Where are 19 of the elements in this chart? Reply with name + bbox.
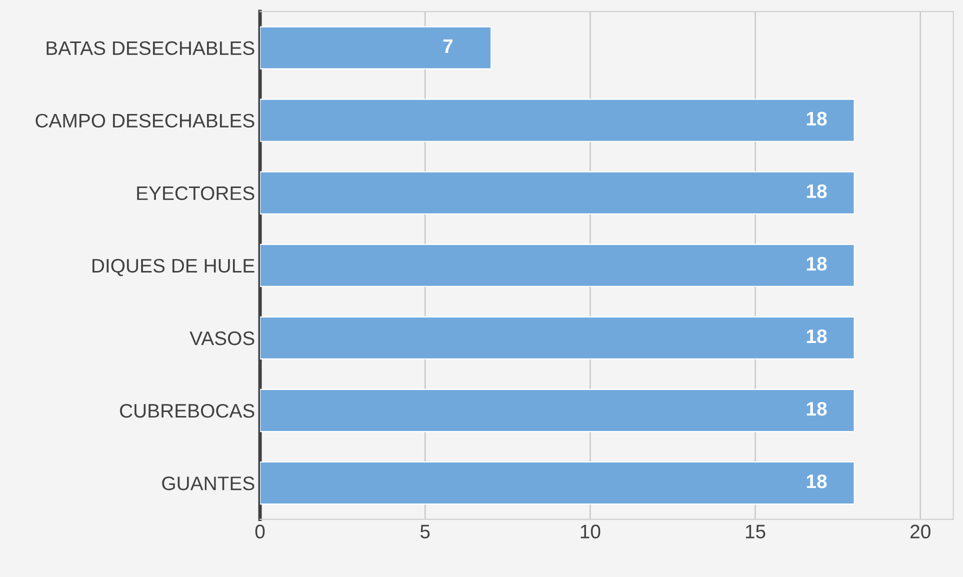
data-label: 18 <box>806 256 827 271</box>
y-tick-label: BATAS DESECHABLES <box>46 41 254 56</box>
data-label: 7 <box>443 39 452 53</box>
data-label: 18 <box>806 329 827 344</box>
y-tick-label: EYECTORES <box>137 186 254 200</box>
y-tick-label: GUANTES <box>162 476 254 490</box>
x-tick-label: 0 <box>255 524 265 538</box>
x-tick-label: 20 <box>910 524 930 538</box>
y-tick-label: CUBREBOCAS <box>120 404 254 418</box>
y-tick-label: CAMPO DESECHABLES <box>36 114 254 128</box>
x-tick-label: 10 <box>580 524 600 538</box>
data-label: 18 <box>806 112 827 126</box>
data-label: 18 <box>806 474 827 488</box>
y-tick-label: DIQUES DE HULE <box>92 258 254 276</box>
x-tick-label: 5 <box>420 524 430 538</box>
data-label: 18 <box>806 184 827 198</box>
y-tick-label: VASOS <box>190 331 254 346</box>
data-label: 18 <box>806 402 827 416</box>
x-tick-label: 15 <box>746 524 766 538</box>
